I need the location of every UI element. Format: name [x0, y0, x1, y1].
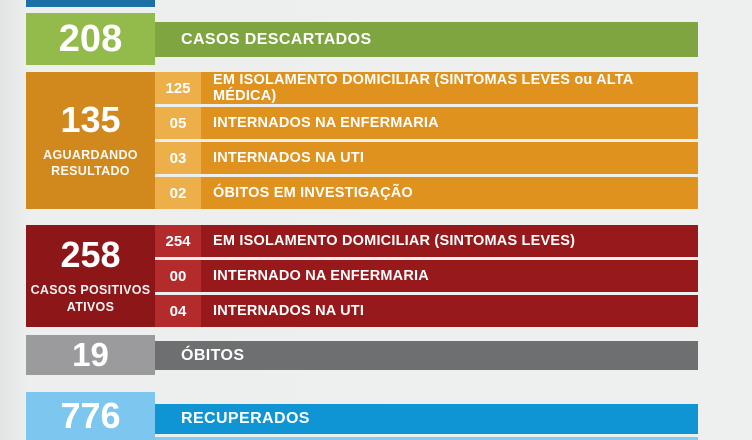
breakdown-row-count: 125	[155, 72, 201, 104]
recuperados-count: 776	[60, 395, 121, 436]
partial-top-section-bar	[26, 0, 155, 7]
descartados-label-bar: CASOS DESCARTADOS	[155, 22, 698, 57]
breakdown-row: 03 INTERNADOS NA UTI	[155, 142, 698, 174]
obitos-label: ÓBITOS	[181, 346, 245, 364]
breakdown-row-label: INTERNADOS NA UTI	[201, 295, 698, 327]
descartados-count-box: 208	[26, 13, 155, 65]
breakdown-row-count: 03	[155, 142, 201, 174]
breakdown-row-label: ÓBITOS EM INVESTIGAÇÃO	[201, 177, 698, 209]
breakdown-row: 125 EM ISOLAMENTO DOMICILIAR (SINTOMAS L…	[155, 72, 698, 104]
aguardando-label: AGUARDANDO RESULTADO	[43, 147, 138, 178]
aguardando-breakdown-rows: 125 EM ISOLAMENTO DOMICILIAR (SINTOMAS L…	[155, 72, 698, 209]
breakdown-row: 05 INTERNADOS NA ENFERMARIA	[155, 107, 698, 139]
breakdown-row-label: EM ISOLAMENTO DOMICILIAR (SINTOMAS LEVES…	[201, 225, 698, 257]
positivos-label: CASOS POSITIVOS ATIVOS	[30, 283, 151, 314]
partial-bottom-section-strip	[155, 437, 698, 440]
breakdown-row-count: 04	[155, 295, 201, 327]
obitos-count: 19	[72, 336, 109, 373]
obitos-count-box: 19	[26, 335, 155, 375]
obitos-label-bar: ÓBITOS	[155, 341, 698, 370]
descartados-label: CASOS DESCARTADOS	[181, 30, 372, 48]
breakdown-row-count: 00	[155, 260, 201, 292]
breakdown-row: 02 ÓBITOS EM INVESTIGAÇÃO	[155, 177, 698, 209]
breakdown-row-label: EM ISOLAMENTO DOMICILIAR (SINTOMAS LEVES…	[201, 72, 698, 104]
breakdown-row-label: INTERNADOS NA UTI	[201, 142, 698, 174]
breakdown-row-count: 254	[155, 225, 201, 257]
breakdown-row: 04 INTERNADOS NA UTI	[155, 295, 698, 327]
descartados-count: 208	[58, 17, 123, 60]
breakdown-row-count: 05	[155, 107, 201, 139]
positivos-breakdown-rows: 254 EM ISOLAMENTO DOMICILIAR (SINTOMAS L…	[155, 225, 698, 327]
recuperados-label: RECUPERADOS	[181, 410, 310, 427]
breakdown-row-label: INTERNADO NA ENFERMARIA	[201, 260, 698, 292]
breakdown-row-label: INTERNADOS NA ENFERMARIA	[201, 107, 698, 139]
aguardando-summary-box: 135 AGUARDANDO RESULTADO	[26, 72, 155, 209]
positivos-count: 258	[60, 234, 121, 276]
breakdown-row: 00 INTERNADO NA ENFERMARIA	[155, 260, 698, 292]
breakdown-row-count: 02	[155, 177, 201, 209]
positivos-summary-box: 258 CASOS POSITIVOS ATIVOS	[26, 225, 155, 327]
aguardando-count: 135	[60, 98, 121, 140]
breakdown-row: 254 EM ISOLAMENTO DOMICILIAR (SINTOMAS L…	[155, 225, 698, 257]
recuperados-count-box: 776	[26, 392, 155, 440]
recuperados-label-bar: RECUPERADOS	[155, 404, 698, 434]
